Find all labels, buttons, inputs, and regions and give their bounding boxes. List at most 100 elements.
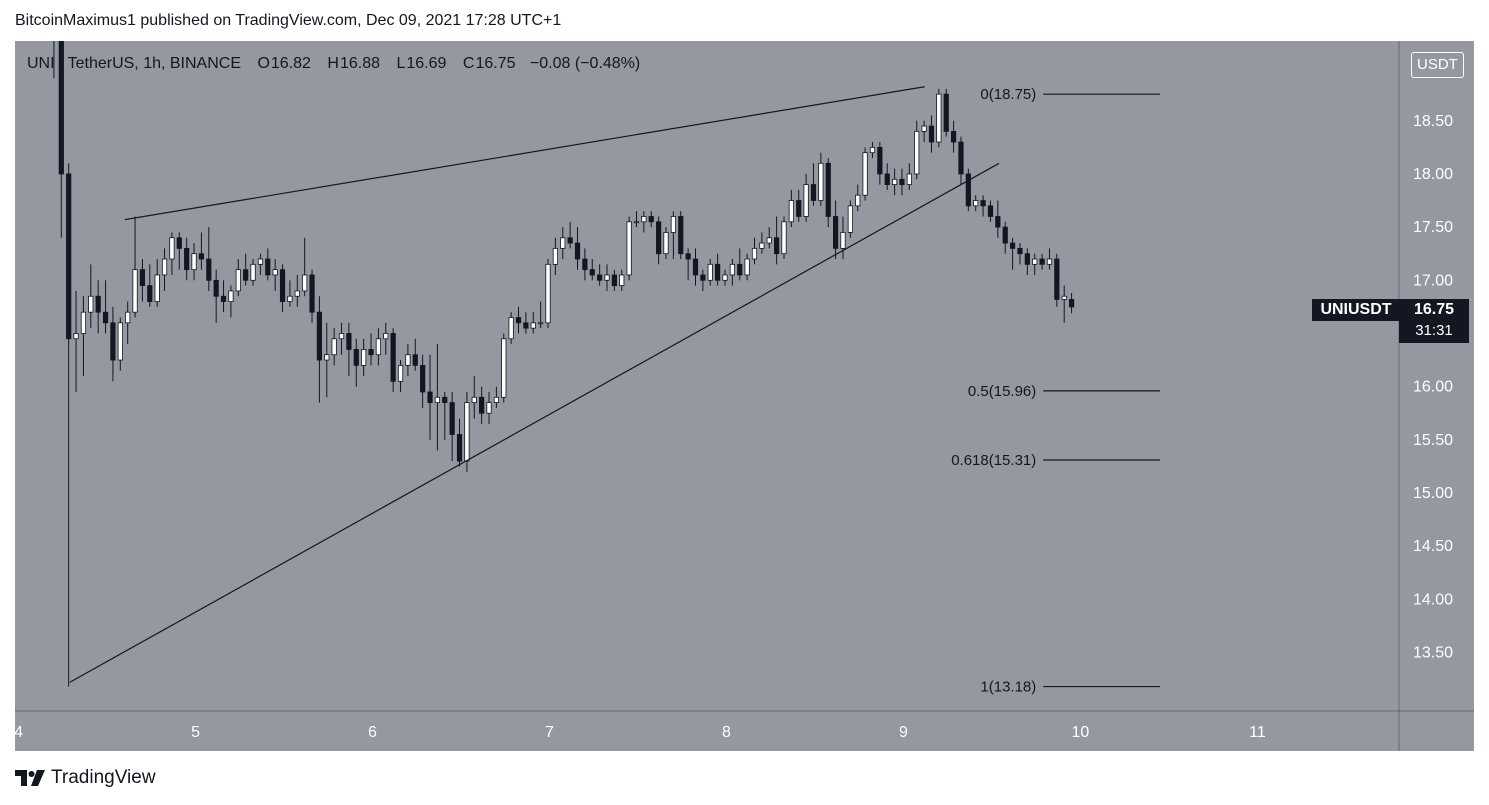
candle [66,163,72,687]
candle [781,216,787,260]
price-tag-symbol: UNIUSDT [1312,299,1400,321]
candle-body-bull [493,396,499,403]
candle [1032,253,1038,275]
candle-body-bull [250,263,256,281]
candle-body-bull [663,232,669,255]
candle [987,200,994,222]
candle [58,41,64,238]
candle-body-bear [1002,226,1008,244]
candle-body-bear [678,216,684,255]
candle-body-bull [169,237,175,260]
candle [855,184,861,212]
candle [877,142,883,185]
candle [729,259,735,286]
candle-body-bull [338,333,345,340]
candle [390,328,396,392]
candle-body-bull [375,338,382,356]
candle-body-bull [287,295,293,302]
candle [449,391,455,462]
fib-retracement: 0(18.75) 0.5(15.96) 0.618(15.31) 1(13.18) [951,86,1161,696]
candle [611,269,617,291]
candle-body-bear [567,237,573,244]
candle-body-bull [604,274,610,281]
fib-level-label: 0.5(15.96) [968,383,1036,400]
candle-body-bear [515,317,522,324]
candle [538,301,544,329]
candle [560,227,566,260]
candle-body-bull [272,269,278,276]
candle-body-bull [560,237,566,249]
candle [619,269,625,291]
candle-body-bull [257,258,264,265]
candle [995,200,1001,238]
candle-body-bear [877,146,883,175]
candle-body-bull [361,349,367,366]
chart-frame[interactable]: 0(18.75) 0.5(15.96) 0.618(15.31) 1(13.18) 1… [15,41,1474,751]
candle [508,312,514,345]
candle [936,88,942,148]
candle-body-bear [833,216,839,249]
candle [530,312,536,334]
candle-body-bull [855,194,861,207]
price-tag-countdown: 31:31 [1415,322,1453,339]
candle-body-bear [58,41,64,175]
price-tick-label: 16.00 [1413,379,1453,396]
candle-body-bull [892,178,898,185]
price-tick-label: 15.50 [1413,432,1453,449]
candle [287,280,293,307]
candle-body-bear [692,258,699,276]
candle [501,333,507,403]
candle [176,232,182,270]
candle-body-bear [825,162,831,217]
candle-body-bull [759,242,765,249]
candle [810,163,817,206]
candle-body-bear [1024,253,1030,265]
candle [316,296,323,403]
change-value: −0.08 (−0.48%) [529,55,641,72]
candle [1068,293,1075,314]
candle-body-bear [995,216,1001,228]
candle [884,163,890,190]
candle [899,168,905,196]
price-tick-label: 17.00 [1413,272,1453,289]
candle-body-bear [442,396,448,403]
candle-body-bull [228,290,234,302]
candle-body-bull [161,258,168,276]
candle [582,248,588,281]
candle-body-bear [810,184,817,201]
low-value: 16.69 [406,55,447,72]
candle-body-bear [574,242,581,260]
candle [279,264,286,313]
candle-body-bull [803,184,809,217]
candle-body-bull [633,221,640,224]
candle [169,232,175,275]
time-tick-label: 5 [191,724,200,741]
candle [442,391,448,440]
price-tag-box: 16.75 31:31 [1399,299,1469,343]
candle [161,248,168,291]
candle [405,344,411,376]
candle [633,211,640,228]
candle-body-bear [899,178,905,185]
footer-brand[interactable]: TradingView [15,767,156,789]
candle [353,338,359,387]
candle [88,264,94,329]
candle-body-bear [715,263,721,281]
fib-level-label: 0(18.75) [980,86,1036,103]
candle [1017,243,1023,265]
candle [906,163,912,190]
candle-body-bear [139,269,146,287]
candle-body-bull [862,152,868,196]
candle [250,259,256,286]
candle-body-bear [184,247,190,271]
close-label: C [462,55,475,72]
candle-body-bull [302,274,308,292]
candle [80,296,87,376]
candle-body-bear [700,274,706,281]
candle-body-bear [928,125,935,143]
price-chart[interactable]: 0(18.75) 0.5(15.96) 0.618(15.31) 1(13.18) 1… [15,41,1474,751]
candle [604,264,610,291]
candle [95,280,101,334]
candle [412,338,418,371]
currency-button[interactable]: USDT [1411,52,1464,78]
